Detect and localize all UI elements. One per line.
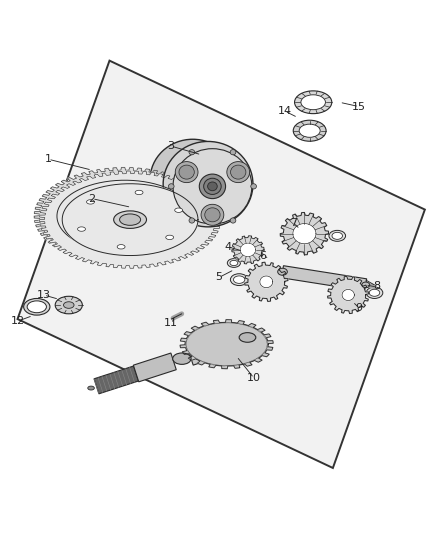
Ellipse shape: [278, 268, 287, 275]
Ellipse shape: [329, 230, 346, 241]
Ellipse shape: [230, 165, 246, 179]
Ellipse shape: [204, 178, 221, 195]
Polygon shape: [232, 236, 264, 264]
Ellipse shape: [230, 274, 248, 286]
Ellipse shape: [171, 174, 188, 190]
Ellipse shape: [156, 175, 171, 189]
Ellipse shape: [230, 218, 236, 223]
Text: 15: 15: [352, 102, 366, 111]
Text: 10: 10: [247, 373, 261, 383]
Ellipse shape: [189, 150, 195, 155]
Ellipse shape: [299, 124, 320, 138]
Polygon shape: [282, 265, 367, 291]
Text: 1: 1: [45, 154, 52, 164]
Ellipse shape: [149, 176, 162, 188]
Polygon shape: [39, 171, 221, 268]
Ellipse shape: [332, 232, 343, 239]
Ellipse shape: [142, 176, 154, 188]
Text: 5: 5: [215, 272, 223, 282]
Ellipse shape: [233, 276, 245, 284]
Text: 12: 12: [11, 316, 25, 326]
Polygon shape: [240, 243, 256, 256]
Ellipse shape: [27, 301, 46, 313]
Text: 7: 7: [290, 217, 297, 228]
Text: 13: 13: [37, 290, 51, 300]
Ellipse shape: [201, 204, 224, 225]
Text: 4: 4: [224, 242, 231, 252]
Ellipse shape: [301, 95, 325, 110]
Ellipse shape: [173, 149, 252, 224]
Ellipse shape: [251, 184, 256, 189]
Ellipse shape: [362, 282, 370, 288]
Polygon shape: [187, 341, 211, 365]
Ellipse shape: [227, 259, 240, 268]
Polygon shape: [94, 366, 138, 394]
Ellipse shape: [24, 298, 50, 315]
Ellipse shape: [163, 174, 180, 189]
Ellipse shape: [293, 120, 326, 141]
Ellipse shape: [199, 174, 226, 199]
Polygon shape: [328, 277, 369, 313]
Text: 9: 9: [356, 303, 363, 313]
Polygon shape: [18, 61, 425, 468]
Ellipse shape: [179, 165, 194, 179]
Ellipse shape: [173, 353, 191, 365]
Ellipse shape: [87, 200, 95, 204]
Polygon shape: [34, 167, 215, 265]
Ellipse shape: [208, 182, 217, 191]
Polygon shape: [62, 184, 198, 255]
Ellipse shape: [88, 386, 94, 390]
Ellipse shape: [166, 235, 173, 239]
Polygon shape: [260, 276, 273, 288]
Text: 2: 2: [88, 193, 95, 204]
Polygon shape: [180, 320, 273, 369]
Text: 3: 3: [167, 141, 174, 151]
Ellipse shape: [369, 289, 380, 296]
Ellipse shape: [150, 139, 235, 220]
Ellipse shape: [189, 218, 194, 223]
Text: 6: 6: [259, 251, 266, 261]
Polygon shape: [133, 353, 176, 382]
Polygon shape: [293, 223, 316, 244]
Polygon shape: [57, 180, 193, 252]
Ellipse shape: [227, 161, 250, 183]
Ellipse shape: [175, 208, 183, 212]
Ellipse shape: [230, 150, 236, 155]
Polygon shape: [280, 213, 328, 255]
Ellipse shape: [55, 296, 82, 314]
Ellipse shape: [64, 302, 74, 308]
Text: 11: 11: [164, 318, 178, 328]
Ellipse shape: [78, 227, 85, 231]
Ellipse shape: [175, 161, 198, 183]
Ellipse shape: [163, 141, 253, 227]
Ellipse shape: [168, 184, 174, 189]
Ellipse shape: [239, 333, 256, 342]
Text: 14: 14: [278, 106, 292, 116]
Ellipse shape: [135, 190, 143, 195]
Ellipse shape: [117, 245, 125, 249]
Polygon shape: [245, 262, 288, 302]
Ellipse shape: [230, 260, 238, 265]
Ellipse shape: [294, 91, 332, 114]
Polygon shape: [342, 289, 354, 301]
Ellipse shape: [113, 211, 146, 229]
Ellipse shape: [120, 214, 141, 225]
Ellipse shape: [366, 287, 383, 298]
Ellipse shape: [205, 208, 220, 222]
Text: 8: 8: [373, 281, 380, 291]
